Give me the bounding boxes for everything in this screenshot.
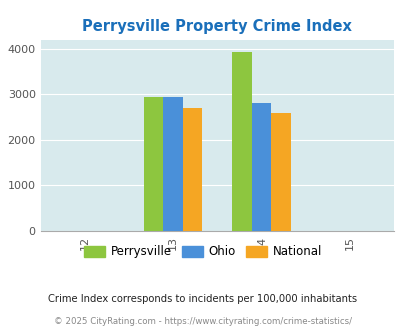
Text: Crime Index corresponds to incidents per 100,000 inhabitants: Crime Index corresponds to incidents per… bbox=[48, 294, 357, 304]
Bar bbox=[182, 108, 202, 231]
Bar bbox=[232, 52, 251, 231]
Bar bbox=[251, 103, 271, 231]
Bar bbox=[271, 113, 290, 231]
Bar bbox=[163, 97, 182, 231]
Text: © 2025 CityRating.com - https://www.cityrating.com/crime-statistics/: © 2025 CityRating.com - https://www.city… bbox=[54, 317, 351, 326]
Legend: Perrysville, Ohio, National: Perrysville, Ohio, National bbox=[79, 241, 326, 263]
Title: Perrysville Property Crime Index: Perrysville Property Crime Index bbox=[82, 19, 351, 34]
Bar bbox=[143, 97, 163, 231]
